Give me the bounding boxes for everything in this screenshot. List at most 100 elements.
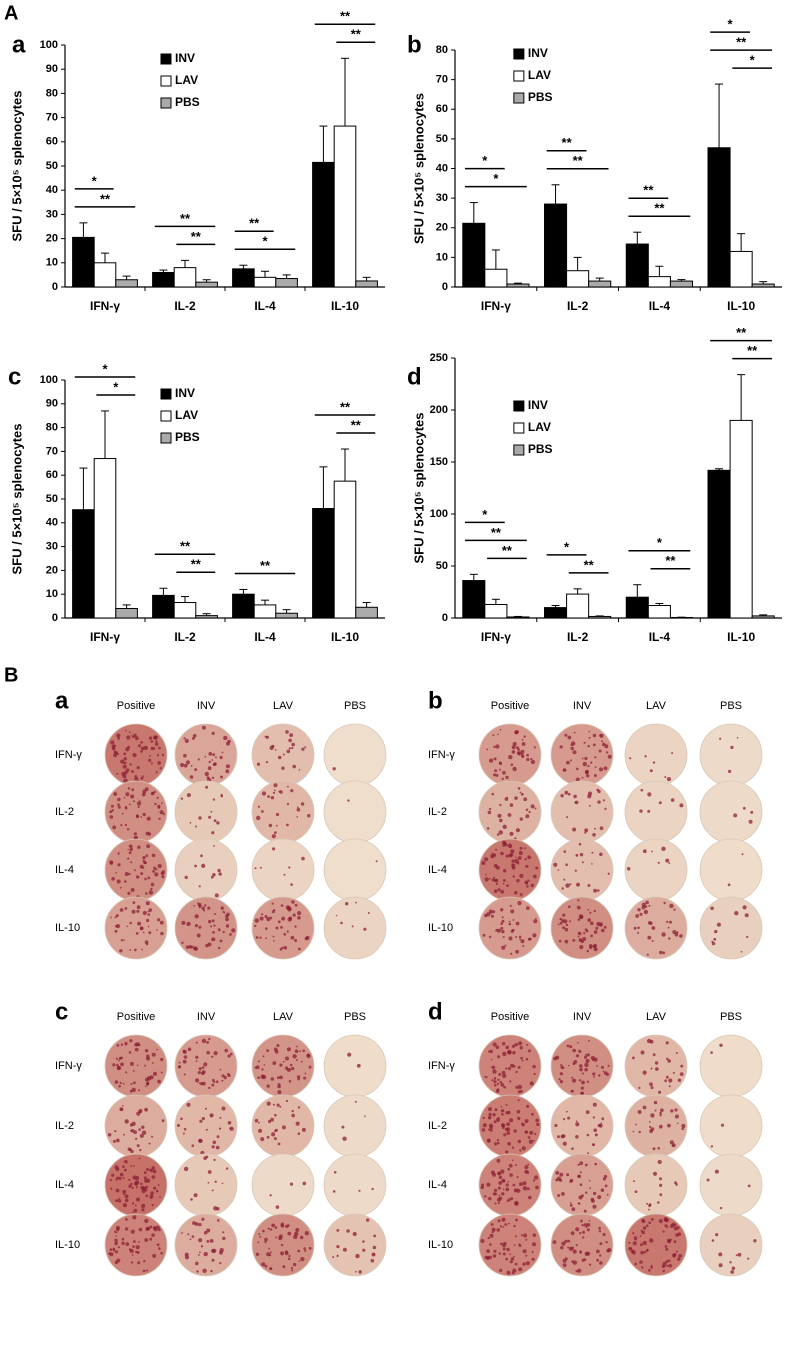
spot bbox=[482, 933, 486, 937]
spot bbox=[122, 1082, 125, 1085]
spot bbox=[657, 1201, 660, 1204]
spot bbox=[719, 737, 722, 740]
spot bbox=[223, 1075, 227, 1080]
spot bbox=[259, 936, 262, 939]
spot bbox=[580, 1220, 583, 1223]
spot bbox=[273, 783, 278, 788]
spot bbox=[505, 1257, 509, 1261]
spot bbox=[711, 1239, 715, 1242]
spot bbox=[270, 1268, 273, 1270]
panel-label: c bbox=[55, 998, 68, 1025]
spot bbox=[150, 882, 155, 887]
spot bbox=[506, 884, 509, 887]
spot bbox=[564, 1239, 568, 1244]
spot bbox=[488, 1112, 492, 1117]
spot bbox=[640, 1243, 643, 1247]
spot bbox=[674, 1227, 678, 1231]
spot bbox=[565, 863, 568, 866]
well bbox=[251, 1034, 315, 1098]
spot bbox=[481, 1183, 485, 1187]
spot bbox=[575, 1270, 578, 1273]
spot bbox=[268, 823, 273, 828]
spot bbox=[143, 1203, 145, 1206]
spot bbox=[149, 1168, 153, 1173]
legend-label: INV bbox=[175, 386, 195, 400]
spot bbox=[256, 762, 261, 766]
spot bbox=[503, 879, 506, 882]
spot bbox=[528, 810, 531, 814]
spot bbox=[510, 1197, 514, 1201]
spot bbox=[498, 1181, 503, 1185]
spot bbox=[575, 1244, 578, 1247]
spot bbox=[492, 734, 495, 737]
spot bbox=[135, 1186, 138, 1189]
spot bbox=[205, 1155, 209, 1159]
spot bbox=[653, 1100, 658, 1105]
spot bbox=[271, 1223, 276, 1228]
column-label: PBS bbox=[344, 1011, 366, 1023]
spot bbox=[279, 1063, 283, 1067]
spot bbox=[229, 933, 232, 936]
spot bbox=[482, 1123, 487, 1128]
spot bbox=[558, 939, 562, 943]
spot bbox=[632, 1241, 637, 1246]
y-tick-label: 100 bbox=[40, 39, 58, 51]
spot bbox=[559, 1172, 564, 1177]
y-tick-label: 50 bbox=[436, 560, 448, 572]
panel-label: c bbox=[8, 363, 21, 390]
spot bbox=[500, 1083, 505, 1087]
spot bbox=[137, 805, 140, 809]
spot bbox=[134, 948, 137, 952]
spot bbox=[160, 1057, 164, 1062]
spot bbox=[521, 742, 526, 746]
spot bbox=[641, 902, 646, 907]
spot bbox=[213, 845, 215, 847]
spot bbox=[116, 1044, 120, 1047]
spot bbox=[497, 1089, 500, 1091]
spot bbox=[598, 1074, 601, 1077]
significance-label: * bbox=[482, 153, 488, 168]
spot bbox=[533, 1175, 539, 1180]
spot bbox=[119, 908, 124, 912]
spot bbox=[142, 856, 146, 860]
spot bbox=[530, 804, 535, 809]
spot bbox=[140, 1182, 143, 1186]
spot bbox=[298, 1260, 301, 1262]
spot bbox=[373, 1253, 375, 1256]
spot bbox=[225, 924, 230, 928]
spot bbox=[198, 1238, 203, 1243]
spot bbox=[292, 913, 296, 917]
spot bbox=[211, 1258, 215, 1262]
spot bbox=[747, 1184, 751, 1188]
spot bbox=[362, 1248, 366, 1252]
spot bbox=[362, 1240, 365, 1243]
spot bbox=[297, 1249, 301, 1253]
spot bbox=[511, 928, 515, 932]
spot bbox=[371, 1187, 374, 1191]
spot bbox=[107, 1133, 112, 1137]
well bbox=[550, 838, 614, 902]
spot bbox=[265, 927, 268, 930]
spot bbox=[643, 1250, 647, 1254]
spot bbox=[208, 1037, 211, 1041]
well bbox=[550, 780, 614, 844]
spot bbox=[117, 803, 120, 806]
spot bbox=[118, 1198, 121, 1201]
spot bbox=[633, 1236, 638, 1240]
spot bbox=[501, 945, 506, 950]
spot bbox=[658, 801, 662, 805]
spot bbox=[524, 847, 526, 850]
spot bbox=[181, 941, 184, 944]
well bbox=[624, 1094, 688, 1158]
spot bbox=[183, 1073, 186, 1076]
spot bbox=[267, 795, 270, 798]
spot bbox=[256, 815, 261, 821]
y-tick-label: 30 bbox=[436, 192, 448, 204]
spot bbox=[488, 1196, 492, 1201]
spot bbox=[159, 767, 162, 770]
panel-label: b bbox=[428, 687, 443, 714]
spot bbox=[260, 1137, 265, 1142]
spot bbox=[116, 1228, 120, 1232]
spot bbox=[495, 882, 499, 886]
spot bbox=[125, 1218, 128, 1221]
